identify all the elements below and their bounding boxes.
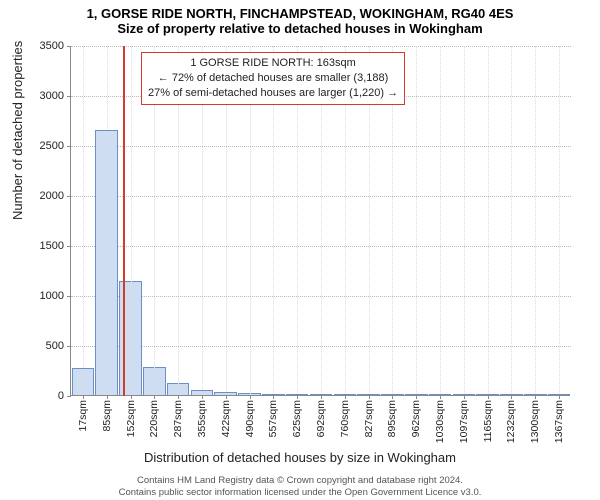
x-tick-label: 692sqm bbox=[315, 400, 327, 437]
y-tick-label: 1500 bbox=[14, 240, 64, 252]
y-tick-label: 2000 bbox=[14, 190, 64, 202]
gridline-v bbox=[83, 46, 84, 396]
chart-container: 1, GORSE RIDE NORTH, FINCHAMPSTEAD, WOKI… bbox=[0, 0, 600, 500]
x-tick-label: 490sqm bbox=[244, 400, 256, 437]
y-tick bbox=[67, 246, 71, 247]
x-tick-label: 422sqm bbox=[220, 400, 232, 437]
x-tick bbox=[273, 395, 274, 399]
x-tick bbox=[488, 395, 489, 399]
x-tick bbox=[83, 395, 84, 399]
gridline-v bbox=[535, 46, 536, 396]
x-tick-label: 557sqm bbox=[267, 400, 279, 437]
x-tick bbox=[392, 395, 393, 399]
y-tick bbox=[67, 46, 71, 47]
gridline-v bbox=[131, 46, 132, 396]
x-tick bbox=[440, 395, 441, 399]
y-tick bbox=[67, 96, 71, 97]
y-tick-label: 0 bbox=[14, 390, 64, 402]
gridline-v bbox=[107, 46, 108, 396]
x-tick-label: 17sqm bbox=[77, 400, 89, 432]
chart-region: 050010001500200025003000350017sqm85sqm15… bbox=[70, 46, 570, 396]
x-tick-label: 760sqm bbox=[339, 400, 351, 437]
x-tick-label: 1030sqm bbox=[434, 400, 446, 443]
y-tick bbox=[67, 146, 71, 147]
gridline-v bbox=[464, 46, 465, 396]
annotation-box: 1 GORSE RIDE NORTH: 163sqm← 72% of detac… bbox=[141, 52, 405, 105]
title-line-1: 1, GORSE RIDE NORTH, FINCHAMPSTEAD, WOKI… bbox=[0, 0, 600, 21]
x-tick bbox=[321, 395, 322, 399]
gridline-v bbox=[416, 46, 417, 396]
y-tick-label: 500 bbox=[14, 340, 64, 352]
x-tick bbox=[345, 395, 346, 399]
x-tick bbox=[416, 395, 417, 399]
plot-area: 050010001500200025003000350017sqm85sqm15… bbox=[70, 46, 570, 396]
annotation-line: ← 72% of detached houses are smaller (3,… bbox=[148, 71, 398, 86]
y-tick-label: 1000 bbox=[14, 290, 64, 302]
x-tick-label: 152sqm bbox=[125, 400, 137, 437]
x-tick-label: 1097sqm bbox=[458, 400, 470, 443]
x-tick bbox=[464, 395, 465, 399]
x-tick-label: 85sqm bbox=[101, 400, 113, 432]
annotation-line: 1 GORSE RIDE NORTH: 163sqm bbox=[148, 56, 398, 71]
x-tick-label: 355sqm bbox=[196, 400, 208, 437]
footer-line-1: Contains HM Land Registry data © Crown c… bbox=[0, 475, 600, 486]
y-tick bbox=[67, 346, 71, 347]
title-line-2: Size of property relative to detached ho… bbox=[0, 21, 600, 40]
y-tick bbox=[67, 296, 71, 297]
x-tick bbox=[535, 395, 536, 399]
x-tick bbox=[297, 395, 298, 399]
x-tick-label: 625sqm bbox=[291, 400, 303, 437]
x-tick bbox=[226, 395, 227, 399]
x-tick bbox=[154, 395, 155, 399]
gridline-v bbox=[511, 46, 512, 396]
x-tick bbox=[131, 395, 132, 399]
y-tick-label: 2500 bbox=[14, 140, 64, 152]
x-tick bbox=[559, 395, 560, 399]
x-tick-label: 1367sqm bbox=[553, 400, 565, 443]
gridline-v bbox=[559, 46, 560, 396]
x-tick bbox=[107, 395, 108, 399]
x-tick-label: 287sqm bbox=[172, 400, 184, 437]
x-tick-label: 1232sqm bbox=[505, 400, 517, 443]
x-tick-label: 827sqm bbox=[363, 400, 375, 437]
x-tick bbox=[250, 395, 251, 399]
marker-line bbox=[123, 46, 125, 396]
x-tick-label: 1300sqm bbox=[529, 400, 541, 443]
x-tick bbox=[202, 395, 203, 399]
y-tick-label: 3500 bbox=[14, 40, 64, 52]
footer: Contains HM Land Registry data © Crown c… bbox=[0, 475, 600, 498]
x-axis-title: Distribution of detached houses by size … bbox=[0, 450, 600, 465]
x-tick-label: 1165sqm bbox=[482, 400, 494, 442]
annotation-line: 27% of semi-detached houses are larger (… bbox=[148, 86, 398, 101]
x-tick-label: 220sqm bbox=[148, 400, 160, 437]
x-tick bbox=[178, 395, 179, 399]
gridline-v bbox=[440, 46, 441, 396]
gridline-v bbox=[488, 46, 489, 396]
y-tick bbox=[67, 396, 71, 397]
x-tick bbox=[511, 395, 512, 399]
x-tick-label: 962sqm bbox=[410, 400, 422, 437]
x-tick-label: 895sqm bbox=[386, 400, 398, 437]
footer-line-2: Contains public sector information licen… bbox=[0, 487, 600, 498]
y-tick bbox=[67, 196, 71, 197]
y-tick-label: 3000 bbox=[14, 90, 64, 102]
x-tick bbox=[369, 395, 370, 399]
